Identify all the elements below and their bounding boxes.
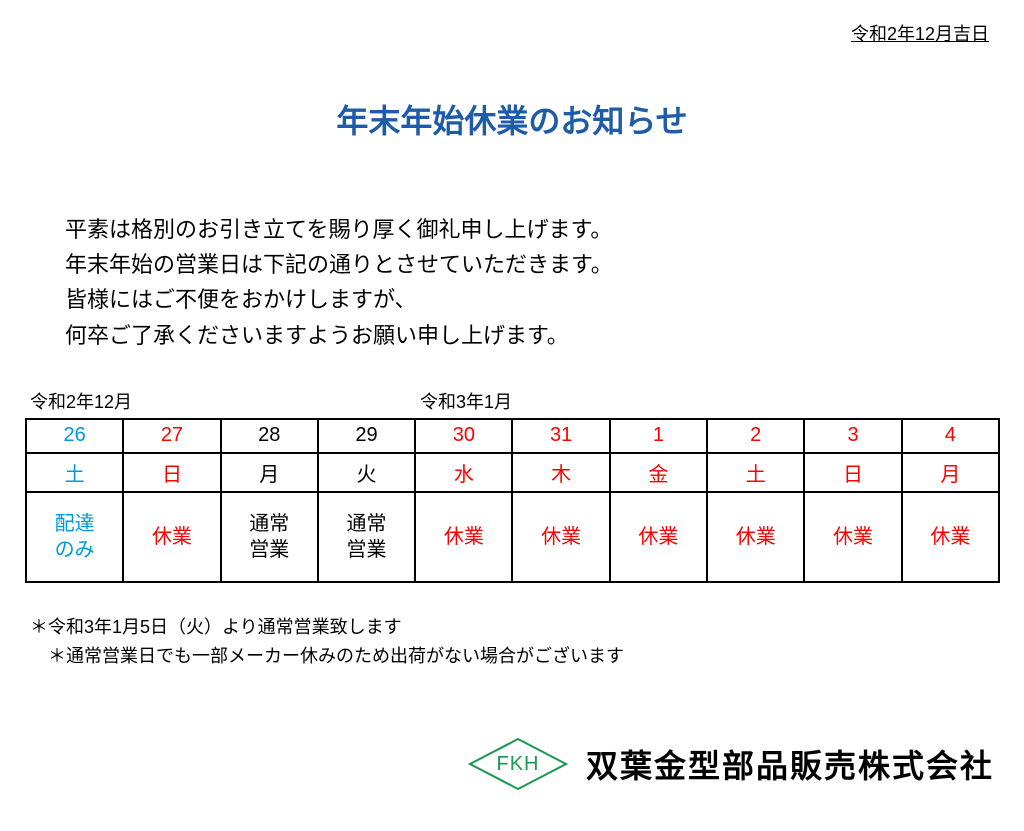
table-row-dates: 2627282930311234 [26, 419, 999, 453]
status-cell: 通常営業 [221, 492, 318, 582]
day-cell: 火 [318, 453, 415, 492]
status-cell: 配達のみ [26, 492, 123, 582]
date-cell: 2 [707, 419, 804, 453]
table-row-status: 配達のみ休業通常営業通常営業休業休業休業休業休業休業 [26, 492, 999, 582]
day-cell: 土 [26, 453, 123, 492]
status-cell: 通常営業 [318, 492, 415, 582]
body-line-4: 何卒ご了承くださいますようお願い申し上げます。 [65, 318, 999, 353]
month-label-left: 令和2年12月 [25, 388, 415, 414]
date-cell: 30 [415, 419, 512, 453]
body-line-1: 平素は格別のお引き立てを賜り厚く御礼申し上げます。 [65, 212, 999, 247]
day-cell: 金 [610, 453, 707, 492]
date-cell: 29 [318, 419, 415, 453]
date-cell: 26 [26, 419, 123, 453]
note-line-1: ＊令和3年1月5日（火）より通常営業致します [30, 613, 999, 642]
document-date: 令和2年12月吉日 [25, 20, 999, 46]
schedule-table: 2627282930311234 土日月火水木金土日月 配達のみ休業通常営業通常… [25, 418, 1000, 583]
note-line-2: ＊通常営業日でも一部メーカー休みのため出荷がない場合がございます [30, 642, 999, 671]
status-cell: 休業 [804, 492, 901, 582]
day-cell: 水 [415, 453, 512, 492]
body-line-2: 年末年始の営業日は下記の通りとさせていただきます。 [65, 247, 999, 282]
month-label-right: 令和3年1月 [415, 388, 512, 414]
status-cell: 休業 [707, 492, 804, 582]
date-cell: 3 [804, 419, 901, 453]
body-text: 平素は格別のお引き立てを賜り厚く御礼申し上げます。 年末年始の営業日は下記の通り… [65, 212, 999, 353]
notes: ＊令和3年1月5日（火）より通常営業致します ＊通常営業日でも一部メーカー休みの… [30, 613, 999, 671]
day-cell: 日 [123, 453, 220, 492]
date-cell: 27 [123, 419, 220, 453]
status-cell: 休業 [902, 492, 999, 582]
document-title: 年末年始休業のお知らせ [25, 96, 999, 142]
day-cell: 日 [804, 453, 901, 492]
day-cell: 木 [512, 453, 609, 492]
footer: FKH 双葉金型部品販売株式会社 [468, 737, 994, 791]
day-cell: 月 [221, 453, 318, 492]
date-cell: 28 [221, 419, 318, 453]
month-labels: 令和2年12月 令和3年1月 [25, 388, 999, 414]
body-line-3: 皆様にはご不便をおかけしますが、 [65, 282, 999, 317]
date-cell: 1 [610, 419, 707, 453]
date-cell: 4 [902, 419, 999, 453]
status-cell: 休業 [415, 492, 512, 582]
date-cell: 31 [512, 419, 609, 453]
day-cell: 月 [902, 453, 999, 492]
table-row-days: 土日月火水木金土日月 [26, 453, 999, 492]
status-cell: 休業 [512, 492, 609, 582]
company-logo: FKH [468, 737, 568, 791]
logo-text: FKH [496, 753, 539, 776]
status-cell: 休業 [610, 492, 707, 582]
status-cell: 休業 [123, 492, 220, 582]
company-name: 双葉金型部品販売株式会社 [586, 741, 994, 787]
day-cell: 土 [707, 453, 804, 492]
